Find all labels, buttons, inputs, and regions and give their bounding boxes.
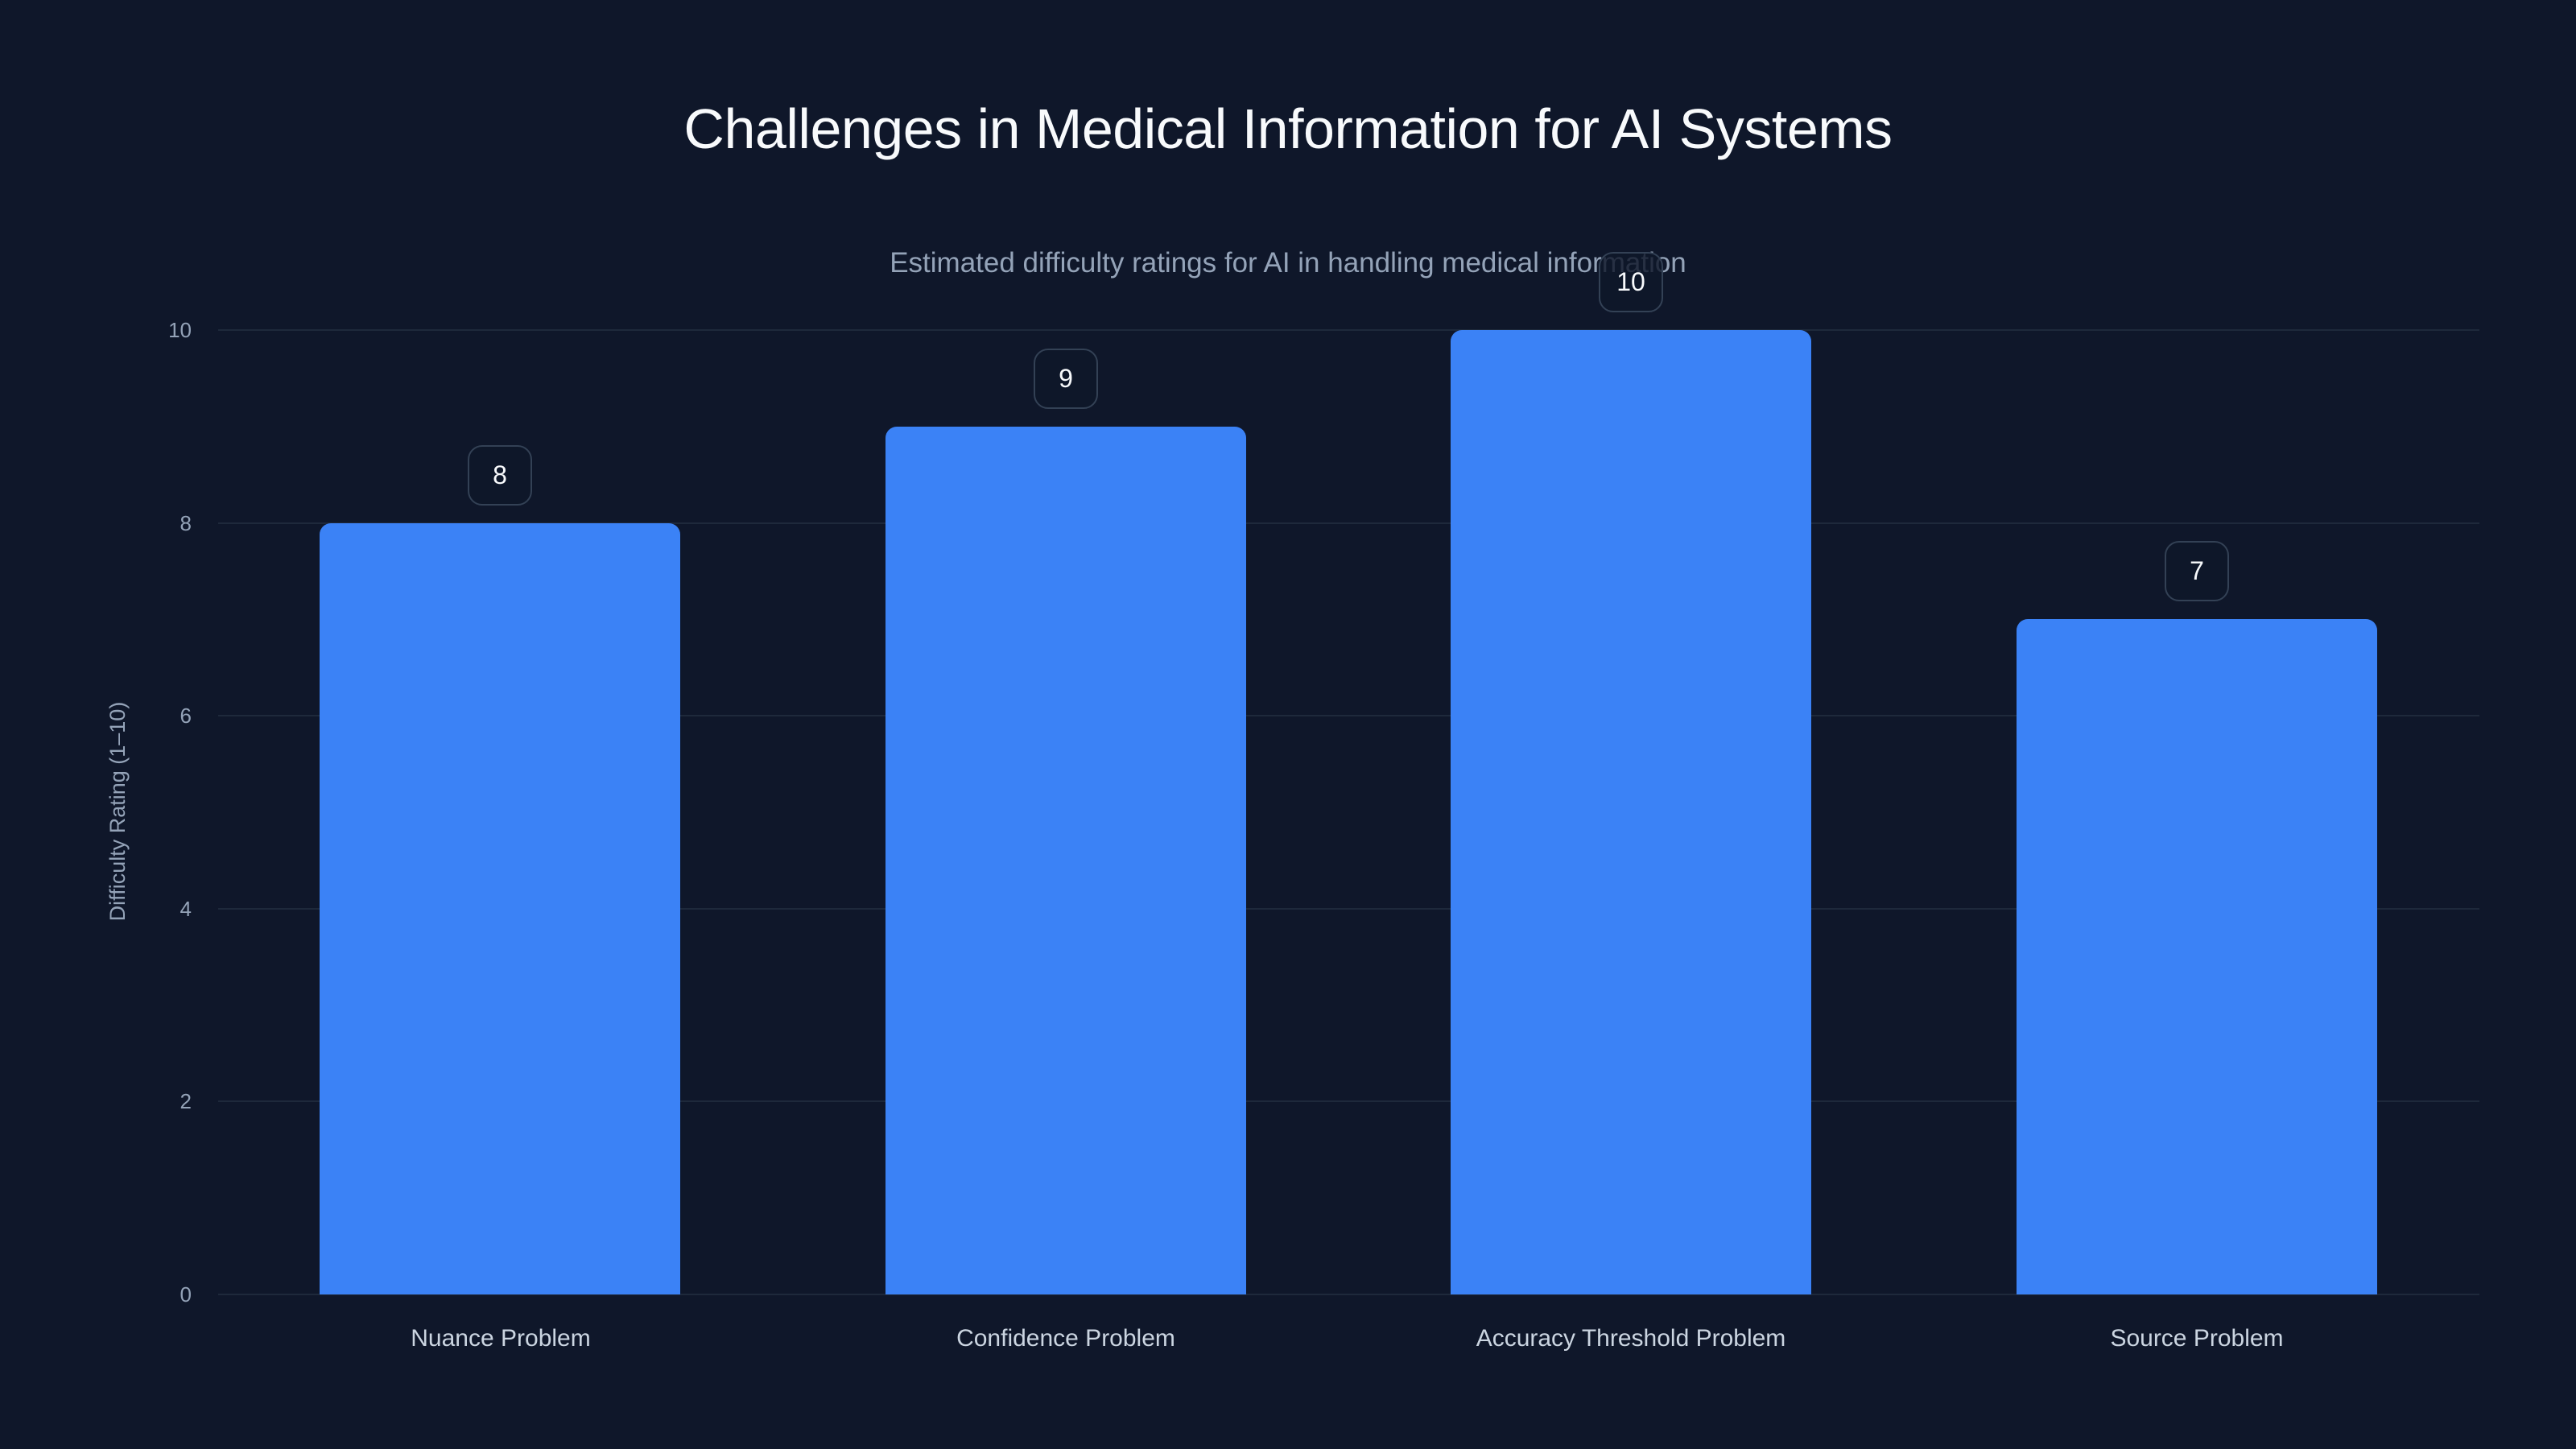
bar-confidence-problem[interactable]: [886, 426, 1246, 1294]
y-tick-label: 8: [180, 511, 192, 535]
x-tick-label: Source Problem: [2110, 1325, 2284, 1352]
x-axis-baseline: [218, 1294, 2479, 1295]
chart-title: Challenges in Medical Information for AI…: [683, 97, 1893, 160]
y-tick-label: 10: [168, 318, 192, 342]
chart-subtitle: Estimated difficulty ratings for AI in h…: [890, 247, 1686, 279]
bar-nuance-problem[interactable]: [320, 522, 680, 1294]
x-tick-label: Nuance Problem: [411, 1325, 591, 1352]
value-badge: 8: [468, 444, 532, 506]
gridline: [218, 715, 2479, 716]
plot-area: 8 9 10 7: [218, 252, 2479, 1295]
bar-accuracy-threshold-problem[interactable]: [1451, 330, 1811, 1294]
bar-source-problem[interactable]: [2017, 619, 2377, 1294]
gridline: [218, 1100, 2479, 1102]
y-axis-title: Difficulty Rating (1–10): [105, 701, 130, 922]
y-tick-label: 2: [180, 1089, 192, 1113]
gridline: [218, 522, 2479, 524]
value-badge: 9: [1034, 348, 1098, 409]
x-tick-label: Confidence Problem: [956, 1325, 1175, 1352]
x-tick-label: Accuracy Threshold Problem: [1476, 1325, 1786, 1352]
value-badge: 7: [2165, 541, 2229, 602]
y-tick-label: 0: [180, 1282, 192, 1307]
gridline: [218, 329, 2479, 331]
y-tick-label: 6: [180, 704, 192, 728]
y-tick-label: 4: [180, 897, 192, 921]
value-badge: 10: [1599, 252, 1663, 312]
gridline: [218, 908, 2479, 910]
